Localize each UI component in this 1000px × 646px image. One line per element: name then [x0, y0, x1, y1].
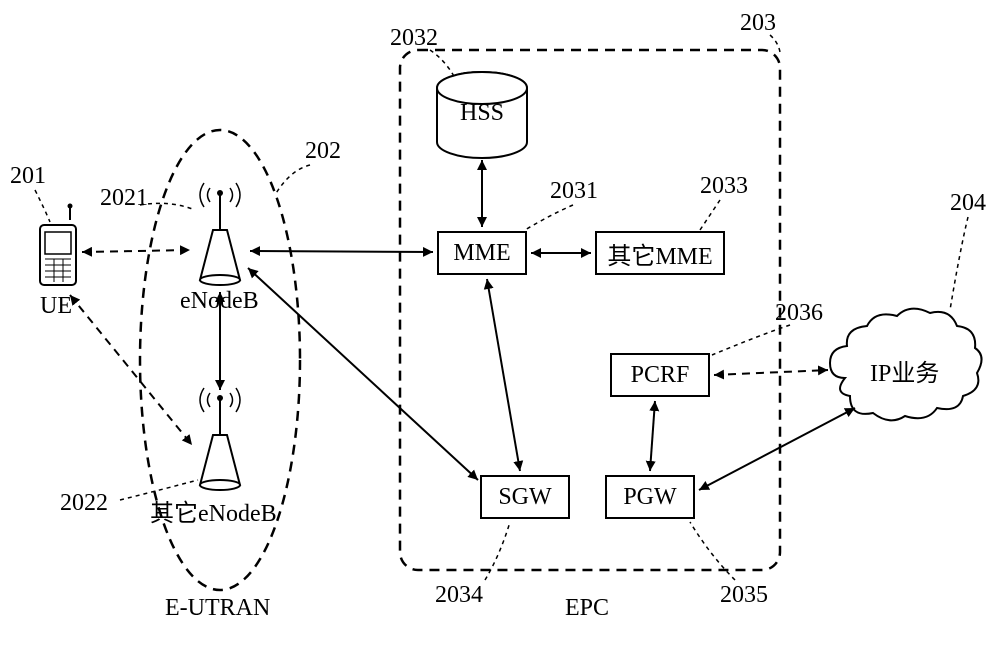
pcrf-label: PCRF — [631, 362, 690, 389]
edge-enodeb-mme — [250, 251, 433, 252]
pgw-box: PGW — [605, 475, 695, 519]
ref-2022: 2022 — [60, 490, 108, 517]
ref-203: 203 — [740, 10, 776, 37]
ref-2035-leader — [690, 522, 735, 580]
mme-box: MME — [437, 231, 527, 275]
ref-2033-leader — [700, 200, 720, 230]
ref-2032: 2032 — [390, 25, 438, 52]
ref-204-leader — [950, 217, 968, 310]
ref-201: 201 — [10, 163, 46, 190]
other-mme-label: 其它MME — [607, 236, 712, 271]
ref-202-leader — [275, 165, 310, 195]
edge-pcrf-pgw — [650, 401, 655, 471]
other-enodeb-label: 其它eNodeB — [150, 493, 277, 528]
ref-2036-leader — [712, 325, 790, 355]
ref-2034: 2034 — [435, 582, 483, 609]
ue-icon — [40, 204, 76, 286]
ref-2036: 2036 — [775, 300, 823, 327]
hss-label: HSS — [460, 100, 504, 127]
sgw-box: SGW — [480, 475, 570, 519]
eutran-label: E-UTRAN — [165, 595, 270, 622]
edge-mme-sgw — [487, 279, 520, 471]
ip-label: IP业务 — [870, 353, 939, 388]
ref-2033: 2033 — [700, 173, 748, 200]
edge-pcrf-ip — [714, 370, 828, 375]
epc-label: EPC — [565, 595, 609, 622]
other-enodeb-icon — [200, 388, 240, 490]
edge-pgw-ip — [699, 408, 855, 490]
edge-ue-enodeb — [82, 250, 190, 252]
ref-2034-leader — [485, 522, 510, 580]
enodeb-label: eNodeB — [180, 288, 259, 315]
ref-204: 204 — [950, 190, 986, 217]
ref-2021-leader — [140, 203, 195, 210]
ref-2032-leader — [430, 50, 455, 78]
ref-2031: 2031 — [550, 178, 598, 205]
edge-enodeb-sgw — [248, 268, 478, 480]
edge-ue-other-enodeb — [70, 295, 192, 445]
pcrf-box: PCRF — [610, 353, 710, 397]
sgw-label: SGW — [498, 484, 551, 511]
ref-203-leader — [770, 35, 780, 52]
other-mme-box: 其它MME — [595, 231, 725, 275]
ref-202: 202 — [305, 138, 341, 165]
epc-boundary — [400, 50, 780, 570]
ue-label: UE — [40, 293, 72, 320]
mme-label: MME — [453, 240, 510, 267]
pgw-label: PGW — [623, 484, 676, 511]
ref-2021: 2021 — [100, 185, 148, 212]
ref-201-leader — [35, 190, 50, 222]
ref-2035: 2035 — [720, 582, 768, 609]
enodeb-icon — [200, 183, 240, 285]
lte-architecture-diagram: HSS MME 其它MME PCRF SGW PGW UE eNodeB 其它e… — [0, 0, 1000, 646]
diagram-svg — [0, 0, 1000, 646]
ref-2031-leader — [525, 205, 573, 230]
